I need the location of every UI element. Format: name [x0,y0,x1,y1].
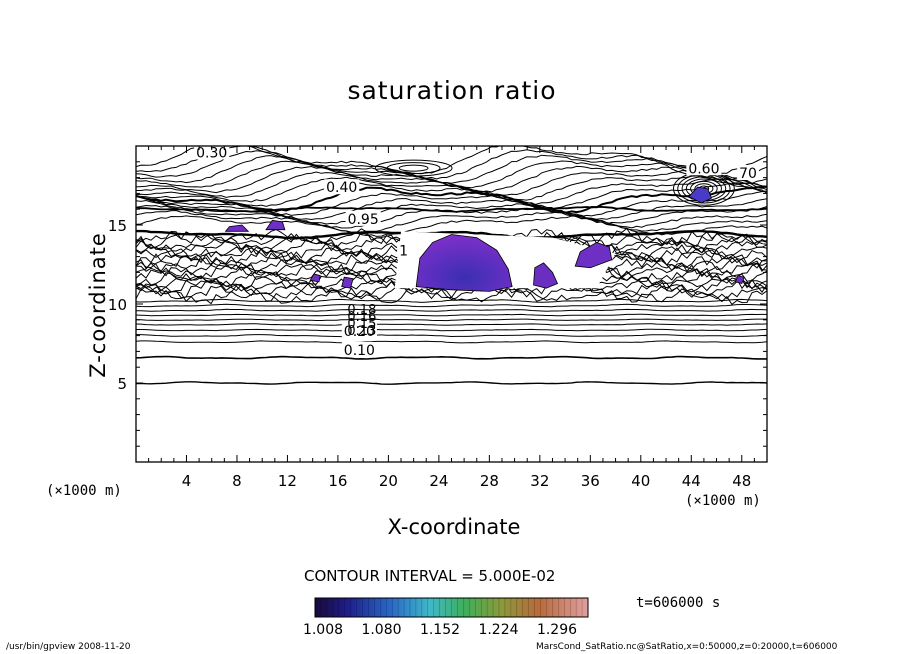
contour-line [136,204,767,229]
supersaturation-region [309,273,321,283]
x-tick-label: 16 [328,472,347,490]
contour-line [136,181,767,210]
contour-line [136,160,767,193]
contour-line [136,229,767,240]
contour-label: 0.60 [688,161,719,177]
supersaturation-region [224,224,250,232]
contour-line [136,196,767,221]
x-axis-ticks: 4 8 12 16 20 24 28 32 36 40 44 48 [148,146,755,490]
contour-line [136,381,767,385]
x-tick-label: 20 [379,472,398,490]
contour-label: 0.40 [326,180,357,196]
colorbar-tick-label: 1.080 [361,622,402,638]
supersaturation-region [688,186,713,204]
contour-loop [398,164,429,172]
contour-label: 0.18 [347,303,376,318]
supersaturation-region [574,241,613,269]
chart-title: saturation ratio [347,76,557,105]
contour-label: 0.30 [196,145,227,161]
y-tick-label: 5 [117,375,127,393]
contour-line [136,279,767,299]
contour-label: 70 [739,166,757,182]
contour-label: 0.10 [344,343,375,359]
y-axis-label: Z-coordinate [86,232,110,378]
contour-line [136,165,767,197]
colorbar-tick-label: 1.224 [478,622,519,638]
contour-interval: CONTOUR INTERVAL = 5.000E-02 [304,567,556,585]
contour-loop [374,159,453,177]
x-tick-label: 48 [732,472,751,490]
colorbar-tick-label: 1.008 [302,622,344,638]
footer-left: /usr/bin/gpview 2008-11-20 [6,642,131,652]
contour-line [136,313,767,317]
contour-label: 0.95 [348,212,379,228]
contour-label-bg [737,165,759,181]
colorbar-fill [314,597,589,618]
x-tick-label: 32 [530,472,549,490]
contour-line [136,318,767,322]
contour-loop [386,162,441,175]
colorbar-bands [320,598,583,617]
contour-label-bg [397,242,411,258]
y-tick-label: 10 [108,296,127,314]
contour-label: 0.15 [347,317,376,332]
x-axis-label: X-coordinate [387,515,521,539]
time-label: t=606000 s [636,595,721,611]
contour-label-bg [341,323,377,339]
contour-label: 0.13 [347,324,376,339]
supersaturation-region [265,219,286,231]
contour-line [136,215,767,237]
contour-line [136,146,767,181]
contour-line [136,185,767,214]
x-tick-label: 36 [581,472,600,490]
supersaturation-region [734,275,745,284]
contour-line [136,205,767,213]
contour-label-bg [345,210,381,226]
contour-line [136,340,767,344]
contour-labels: 0.30 0.40 0.95 0.60 70 1 0.20 0.10 0.180.160.150… [194,145,759,359]
contour-label: 0.16 [347,310,376,325]
contour-line [136,190,767,217]
x-unit-right: (×1000 m) [685,493,761,509]
contour-line [136,146,767,178]
x-tick-label: 44 [682,472,701,490]
supersaturation-region [533,262,559,289]
x-tick-label: 8 [232,472,242,490]
colorbar-tick-label: 1.152 [419,622,461,638]
x-tick-label: 24 [429,472,448,490]
y-axis-ticks: 5 10 15 [108,161,767,447]
colorbar [314,597,589,618]
contour-line [136,323,767,326]
saturation-fills [224,186,745,292]
contour-line [136,334,767,338]
supersaturation-region [341,276,354,289]
x-tick-label: 28 [480,472,499,490]
contour-label-bg [324,179,360,195]
contour-label-bg [341,341,377,357]
contour-label-bg [686,160,722,176]
contour-label: 1 [399,243,408,259]
contour-plot: 0.30 0.40 0.95 0.60 70 1 0.20 0.10 0.180.160.150… [136,145,767,385]
footer-right: MarsCond_SatRatio.nc@SatRatio,x=0:50000,… [536,642,838,652]
contour-line [136,150,767,185]
x-tick-label: 40 [631,472,650,490]
y-tick-label: 15 [108,217,127,235]
contour-line [136,284,767,303]
contour-label: 0.20 [344,324,375,340]
contour-line [136,303,767,308]
contour-line [136,209,767,233]
contour-line [136,355,767,360]
contour-line [136,176,767,206]
contour-label-bg [194,146,230,160]
colorbar-tick-label: 1.296 [536,622,578,638]
contour-line [136,308,767,312]
supersaturation-region [415,234,513,292]
contour-line [136,328,767,332]
x-unit-left: (×1000 m) [46,483,122,499]
x-tick-label: 12 [278,472,297,490]
x-tick-label: 4 [182,472,192,490]
